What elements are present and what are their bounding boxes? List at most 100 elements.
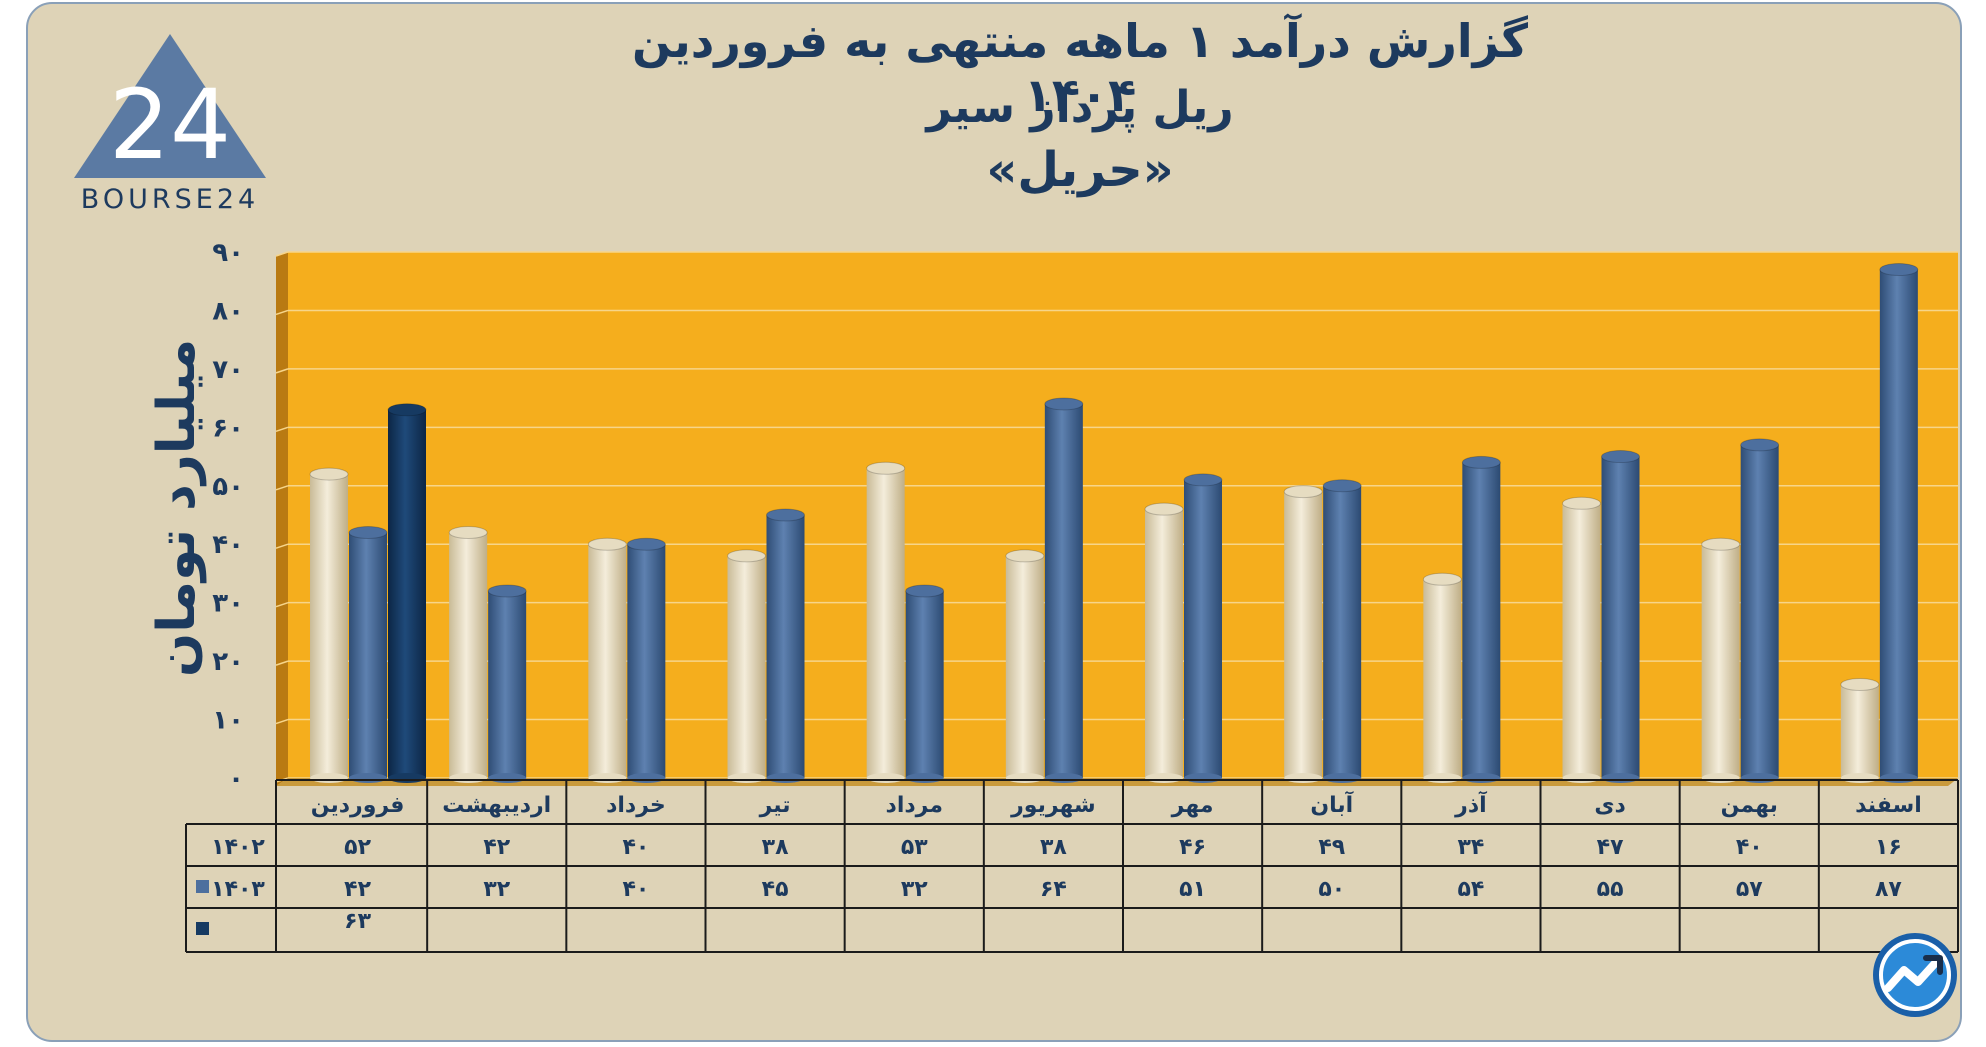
bar-body bbox=[1740, 444, 1779, 778]
data-label: ۴۲ bbox=[344, 877, 371, 902]
bar-body bbox=[349, 532, 387, 778]
bar-cap bbox=[626, 537, 666, 551]
bar-base bbox=[1423, 773, 1462, 783]
y-tick-label: ۲۰ bbox=[212, 647, 244, 677]
legend-key bbox=[196, 922, 209, 935]
bar-base bbox=[1323, 773, 1362, 783]
data-label: ۴۰ bbox=[1736, 835, 1763, 860]
x-category-label: اردیبهشت bbox=[442, 793, 551, 818]
bar-base bbox=[1284, 773, 1323, 783]
trend-badge-icon bbox=[1873, 933, 1957, 1017]
bar-body bbox=[905, 590, 944, 778]
x-category-label: فروردین bbox=[311, 793, 405, 818]
bar-body bbox=[1879, 269, 1918, 778]
bar-base bbox=[1701, 773, 1740, 783]
bar-base bbox=[1840, 773, 1879, 783]
bar-۱۴۰۲ bbox=[1840, 677, 1880, 783]
gridline-side bbox=[275, 309, 289, 316]
bar-cap bbox=[1005, 549, 1045, 563]
bar-cap bbox=[309, 467, 349, 481]
bar-۱۴۰۳ bbox=[626, 537, 666, 783]
bar-cap bbox=[866, 461, 906, 475]
data-label: ۵۱ bbox=[1179, 877, 1206, 902]
bar-۱۴۰۲ bbox=[587, 537, 627, 783]
bar-body bbox=[388, 409, 426, 778]
data-label: ۵۵ bbox=[1597, 877, 1624, 902]
x-category-label: شهریور bbox=[1010, 793, 1096, 818]
x-category-label: آذر bbox=[1454, 790, 1487, 818]
bar-cap bbox=[1283, 485, 1323, 499]
bar-cap bbox=[1183, 473, 1223, 487]
data-label: ۵۴ bbox=[1457, 877, 1484, 902]
legend-label: ۱۴۰۲ bbox=[211, 835, 265, 860]
x-category-label: بهمن bbox=[1721, 793, 1778, 818]
bar-cap bbox=[1701, 537, 1741, 551]
bar-base bbox=[1044, 773, 1083, 783]
bar-۱۴۰۲ bbox=[1422, 572, 1462, 783]
bar-cap bbox=[766, 508, 805, 522]
bar-۱۴۰۳ bbox=[348, 526, 388, 783]
data-label: ۱۶ bbox=[1875, 835, 1902, 860]
data-label: ۶۳ bbox=[344, 909, 371, 934]
bar-cap bbox=[1879, 263, 1919, 277]
data-label: ۵۷ bbox=[1736, 877, 1763, 902]
data-label: ۴۰ bbox=[622, 877, 649, 902]
bar-body bbox=[1184, 479, 1222, 778]
bar-۱۴۰۲ bbox=[1701, 537, 1741, 783]
bar-body bbox=[627, 544, 666, 778]
plot-area bbox=[288, 252, 1958, 778]
data-label: ۴۹ bbox=[1318, 835, 1345, 860]
bar-۱۴۰۳ bbox=[1740, 438, 1780, 783]
bar-۱۴۰۳ bbox=[487, 584, 527, 783]
bar-۱۴۰۲ bbox=[448, 526, 488, 783]
bar-cap bbox=[448, 526, 488, 540]
bar-۱۴۰۲ bbox=[1283, 485, 1323, 783]
bar-base bbox=[1145, 773, 1183, 783]
data-label: ۴۶ bbox=[1179, 835, 1206, 860]
bar-cap bbox=[387, 403, 427, 417]
x-category-label: اسفند bbox=[1855, 793, 1922, 818]
bar-body bbox=[727, 555, 766, 778]
bar-base bbox=[866, 773, 905, 783]
svg-text:24: 24 bbox=[109, 69, 231, 181]
x-category-label: خرداد bbox=[606, 793, 666, 818]
legend-key bbox=[196, 880, 209, 893]
y-tick-label: ۴۰ bbox=[212, 530, 244, 560]
bar-base bbox=[588, 773, 627, 783]
bar-cap bbox=[587, 537, 627, 551]
bar-base bbox=[310, 773, 348, 783]
bar-body bbox=[1423, 579, 1462, 778]
bar-cap bbox=[1562, 496, 1601, 510]
bar-base bbox=[388, 773, 426, 783]
gridline-side bbox=[275, 368, 289, 374]
data-label: ۵۲ bbox=[344, 835, 371, 860]
bar-body bbox=[1462, 462, 1501, 778]
bar-cap bbox=[1144, 502, 1184, 516]
bar-base bbox=[905, 773, 944, 783]
bar-cap bbox=[1601, 450, 1640, 464]
gridline-side bbox=[275, 660, 289, 666]
bar-base bbox=[449, 773, 488, 783]
ticker-symbol: «حریل» bbox=[986, 142, 1174, 198]
plot-side-wall bbox=[276, 252, 288, 786]
bar-body bbox=[310, 474, 348, 778]
bar-body bbox=[1044, 403, 1083, 778]
data-label: ۳۸ bbox=[762, 835, 789, 860]
bar-base bbox=[1562, 773, 1601, 783]
gridline-side bbox=[275, 485, 289, 491]
bar-cap bbox=[487, 584, 527, 598]
bar-body bbox=[1323, 485, 1362, 778]
bar-cap bbox=[1422, 572, 1462, 586]
bar-cap bbox=[905, 584, 945, 598]
bar-۱۴۰۳ bbox=[1322, 479, 1362, 783]
x-category-label: تیر bbox=[759, 793, 791, 818]
bar-۱۴۰۲ bbox=[1005, 549, 1045, 783]
chart-title: گزارش درآمد ۱ ماهه منتهی به فروردین ۱۴۰۴ bbox=[632, 14, 1528, 122]
bourse24-logo: 24 bbox=[74, 34, 266, 181]
bar-۱۴۰۲ bbox=[1144, 502, 1184, 783]
legend-label: ۱۴۰۳ bbox=[211, 877, 265, 902]
bar-base bbox=[349, 773, 387, 783]
x-category-label: دی bbox=[1594, 793, 1625, 818]
gridline-side bbox=[275, 601, 289, 608]
